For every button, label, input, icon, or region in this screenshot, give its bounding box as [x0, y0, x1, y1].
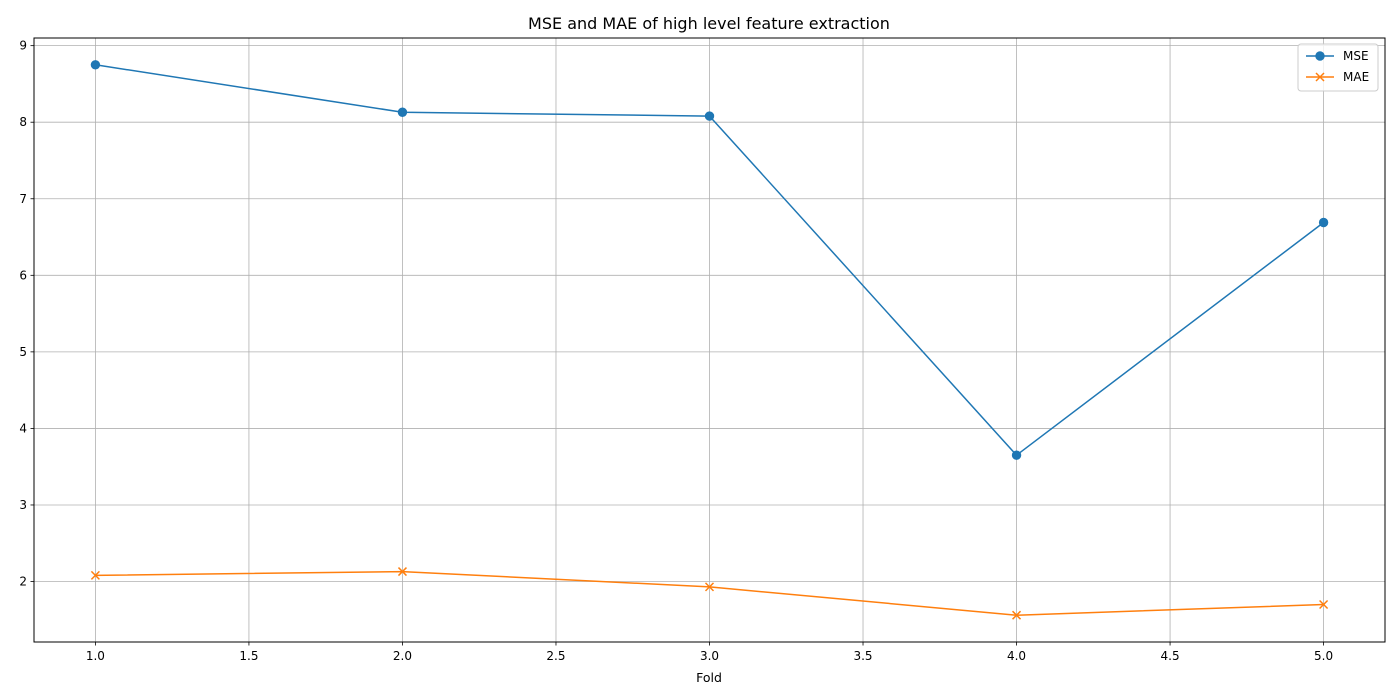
- x-tick-label: 3.0: [700, 649, 719, 663]
- y-tick-label: 5: [19, 345, 27, 359]
- x-tick-label: 2.5: [546, 649, 565, 663]
- marker-stroke: [704, 582, 715, 592]
- legend-entry-mse: MSE: [1306, 49, 1369, 63]
- data-point-mae: [1319, 599, 1329, 610]
- data-point-mse: [1011, 450, 1022, 460]
- x-tick-label: 4.0: [1007, 649, 1026, 663]
- y-tick-label: 6: [19, 268, 27, 282]
- data-point-mse: [704, 111, 715, 121]
- x-tick-label: 2.0: [393, 649, 412, 663]
- y-tick-label: 9: [19, 39, 27, 53]
- marker-stroke: [397, 567, 407, 577]
- x-axis-label: Fold: [696, 670, 722, 685]
- data-point-mse: [1318, 217, 1329, 228]
- data-point-mae: [397, 567, 407, 577]
- data-point-mae: [90, 570, 100, 580]
- chart-title: MSE and MAE of high level feature extrac…: [528, 14, 890, 33]
- marker-stroke: [1012, 610, 1022, 620]
- legend-label-mse: MSE: [1343, 49, 1369, 63]
- data-point-mae: [704, 582, 715, 592]
- grid-lines: [34, 38, 1385, 642]
- x-tick-label: 1.5: [239, 649, 258, 663]
- marker-stroke: [1319, 599, 1329, 610]
- y-tick-label: 2: [19, 575, 27, 589]
- legend-marker-mae: [1315, 72, 1325, 82]
- series-layer: [90, 60, 1329, 620]
- legend: MSE MAE: [1297, 43, 1379, 92]
- x-tick-label: 4.5: [1161, 649, 1180, 663]
- data-point-mse: [90, 60, 101, 70]
- tick-layer: 1.0 1.5 2.0 2.5 3.0 3.5 4.0 4.5 5.0 2 3 4 5 6 7 8 9: [19, 39, 1333, 663]
- marker-stroke: [1315, 72, 1325, 82]
- y-tick-label: 8: [19, 115, 27, 129]
- legend-label-mae: MAE: [1343, 70, 1369, 84]
- x-tick-label: 3.5: [853, 649, 872, 663]
- legend-entry-mae: MAE: [1306, 70, 1369, 84]
- y-tick-label: 7: [19, 192, 27, 206]
- x-tick-label: 5.0: [1314, 649, 1333, 663]
- marker-stroke: [90, 570, 100, 580]
- data-point-mae: [1012, 610, 1022, 620]
- y-tick-label: 3: [19, 498, 27, 512]
- y-tick-label: 4: [19, 421, 27, 435]
- legend-marker-mse: [1315, 51, 1325, 61]
- data-point-mse: [397, 107, 408, 117]
- x-tick-label: 1.0: [86, 649, 105, 663]
